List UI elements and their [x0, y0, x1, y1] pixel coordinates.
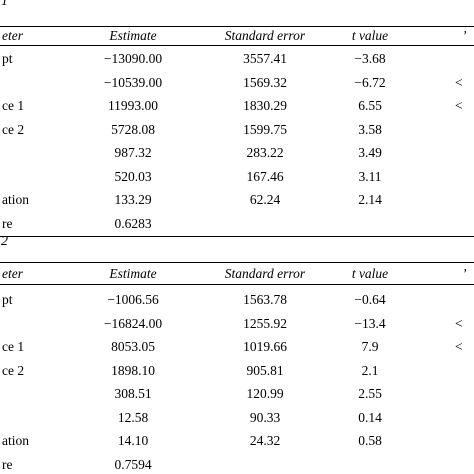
row-p-value: < — [455, 98, 463, 113]
row-standard-error: 90.33 — [249, 409, 281, 425]
row-standard-error: 1599.75 — [243, 121, 287, 137]
bottom-rule — [0, 236, 474, 237]
row-standard-error: 1563.78 — [243, 292, 287, 307]
header-estimate: Estimate — [109, 266, 157, 281]
row-estimate: 520.03 — [114, 168, 152, 184]
row-t-value: 2.14 — [358, 192, 382, 207]
header-t-value: t value — [351, 266, 389, 281]
header-estimate: Estimate — [109, 28, 157, 43]
row-estimate: 987.32 — [114, 145, 152, 160]
row-standard-error: 1830.29 — [243, 98, 287, 113]
header-rule — [0, 284, 474, 285]
row-estimate: 1898.10 — [111, 362, 155, 378]
row-parameter: re — [2, 215, 13, 231]
row-parameter: ce 2 — [2, 362, 25, 378]
row-t-value: −13.4 — [354, 315, 386, 331]
row-t-value: −3.68 — [354, 51, 386, 66]
row-t-value: 3.49 — [358, 145, 382, 160]
row-estimate: 0.6283 — [114, 215, 152, 231]
row-parameter: ation — [2, 192, 29, 207]
panel-label: 2 — [1, 234, 8, 249]
row-parameter: ation — [2, 433, 29, 448]
row-estimate: 5728.08 — [111, 121, 155, 137]
row-p-value: < — [455, 339, 463, 354]
row-standard-error: 1255.92 — [243, 315, 287, 331]
header-standard-error: Standard error — [224, 28, 306, 43]
row-estimate: −16824.00 — [103, 315, 163, 331]
row-standard-error: 24.32 — [249, 433, 281, 448]
row-t-value: 7.9 — [361, 339, 379, 354]
top-rule — [0, 262, 474, 263]
row-t-value: −6.72 — [354, 74, 386, 90]
row-t-value: 3.58 — [358, 121, 382, 137]
row-t-value: 2.55 — [358, 386, 382, 401]
row-parameter: ce 1 — [2, 98, 25, 113]
panel-label: 1 — [1, 0, 8, 9]
row-p-value: < — [455, 315, 463, 331]
row-estimate: 8053.05 — [111, 339, 155, 354]
row-standard-error: 1569.32 — [243, 74, 287, 90]
row-t-value: 0.58 — [358, 433, 382, 448]
row-t-value: 2.1 — [361, 362, 379, 378]
header-t-value: t value — [351, 28, 389, 43]
header-p-value: ’ — [462, 266, 467, 281]
row-t-value: 3.11 — [358, 168, 382, 184]
row-estimate: −13090.00 — [103, 51, 163, 66]
row-estimate: −1006.56 — [107, 292, 159, 307]
header-parameter: eter — [2, 28, 23, 43]
row-estimate: −10539.00 — [103, 74, 163, 90]
row-t-value: 0.14 — [358, 409, 382, 425]
header-p-value: ’ — [462, 28, 467, 43]
row-t-value: 6.55 — [358, 98, 382, 113]
row-parameter: re — [2, 456, 13, 472]
row-parameter: ce 2 — [2, 121, 25, 137]
row-estimate: 0.7594 — [114, 456, 152, 472]
row-standard-error: 1019.66 — [243, 339, 287, 354]
row-standard-error: 167.46 — [246, 168, 284, 184]
row-estimate: 14.10 — [117, 433, 149, 448]
row-standard-error: 905.81 — [246, 362, 284, 378]
row-standard-error: 62.24 — [249, 192, 281, 207]
row-standard-error: 3557.41 — [243, 51, 287, 66]
top-rule — [0, 26, 474, 27]
row-parameter: ce 1 — [2, 339, 25, 354]
row-estimate: 133.29 — [114, 192, 152, 207]
header-parameter: eter — [2, 266, 23, 281]
row-standard-error: 283.22 — [246, 145, 284, 160]
row-t-value: −0.64 — [354, 292, 386, 307]
header-standard-error: Standard error — [224, 266, 306, 281]
row-standard-error: 120.99 — [246, 386, 284, 401]
row-estimate: 11993.00 — [107, 98, 159, 113]
row-estimate: 308.51 — [114, 386, 152, 401]
header-rule — [0, 45, 474, 46]
row-parameter: pt — [2, 51, 13, 66]
row-estimate: 12.58 — [117, 409, 149, 425]
row-parameter: pt — [2, 292, 13, 307]
row-p-value: < — [455, 74, 463, 90]
